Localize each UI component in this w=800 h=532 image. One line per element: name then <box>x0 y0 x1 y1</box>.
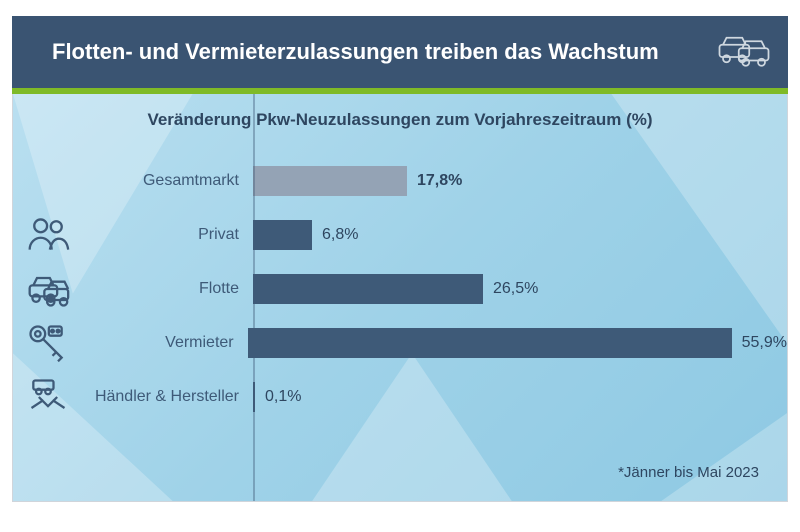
people-icon <box>13 213 83 257</box>
row-label: Gesamtmarkt <box>83 172 253 190</box>
bar-track: 6,8% <box>253 208 787 262</box>
bar <box>253 274 483 304</box>
chart-subtitle: Veränderung Pkw-Neuzulassungen zum Vorja… <box>13 110 787 130</box>
keys-icon <box>13 321 81 365</box>
chart-area: Veränderung Pkw-Neuzulassungen zum Vorja… <box>12 94 788 502</box>
row-label: Privat <box>83 226 253 244</box>
bar <box>253 166 407 196</box>
infographic-inner: Flotten- und Vermieterzulassungen treibe… <box>12 16 788 516</box>
bar <box>253 220 312 250</box>
bar-track: 55,9% <box>248 316 787 370</box>
row-label: Vermieter <box>81 334 247 352</box>
row-label: Flotte <box>83 280 253 298</box>
bar <box>253 382 255 412</box>
bar-track: 17,8% <box>253 154 787 208</box>
chart-row: Händler & Hersteller 0,1% <box>13 370 787 424</box>
chart-row: Vermieter 55,9% <box>13 316 787 370</box>
footnote: *Jänner bis Mai 2023 <box>618 464 759 481</box>
handshake-icon <box>13 375 83 419</box>
value-label: 0,1% <box>265 388 301 406</box>
cars-icon <box>13 267 83 311</box>
cars-icon <box>716 30 772 75</box>
bar <box>248 328 732 358</box>
value-label: 26,5% <box>493 280 538 298</box>
bar-track: 26,5% <box>253 262 787 316</box>
value-label: 55,9% <box>742 334 787 352</box>
chart-row: Privat 6,8% <box>13 208 787 262</box>
value-label: 17,8% <box>417 172 462 190</box>
infographic-root: Flotten- und Vermieterzulassungen treibe… <box>0 0 800 532</box>
header-title: Flotten- und Vermieterzulassungen treibe… <box>52 39 716 65</box>
chart-body: Gesamtmarkt 17,8% Privat 6,8% Flotte 26,5% Ver… <box>13 154 787 445</box>
bar-track: 0,1% <box>253 370 787 424</box>
row-label: Händler & Hersteller <box>83 388 253 406</box>
chart-row: Gesamtmarkt 17,8% <box>13 154 787 208</box>
header-band: Flotten- und Vermieterzulassungen treibe… <box>12 16 788 88</box>
chart-row: Flotte 26,5% <box>13 262 787 316</box>
value-label: 6,8% <box>322 226 358 244</box>
